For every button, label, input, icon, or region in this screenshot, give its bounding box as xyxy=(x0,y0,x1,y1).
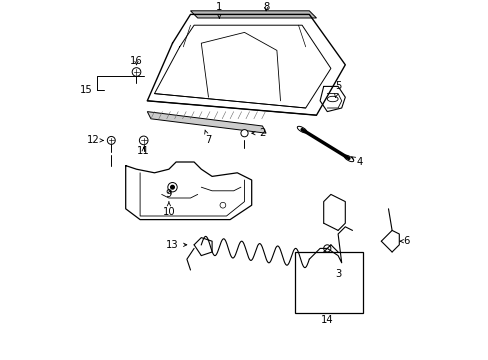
Circle shape xyxy=(170,185,174,189)
Text: 8: 8 xyxy=(263,2,269,12)
Circle shape xyxy=(139,136,148,145)
Text: 9: 9 xyxy=(165,189,172,199)
Polygon shape xyxy=(147,112,265,133)
Text: 14: 14 xyxy=(320,315,333,325)
Circle shape xyxy=(241,130,247,137)
Circle shape xyxy=(167,183,177,192)
Ellipse shape xyxy=(344,155,353,162)
Text: 15: 15 xyxy=(80,85,92,95)
Text: 4: 4 xyxy=(351,157,362,167)
Ellipse shape xyxy=(326,96,337,102)
Text: 11: 11 xyxy=(137,146,150,156)
Text: 6: 6 xyxy=(399,236,409,246)
Circle shape xyxy=(132,68,141,76)
Ellipse shape xyxy=(297,126,306,133)
Text: 3: 3 xyxy=(334,269,341,279)
Text: 1: 1 xyxy=(216,2,222,18)
Bar xyxy=(294,252,363,313)
Circle shape xyxy=(107,136,115,144)
Text: 5: 5 xyxy=(334,81,341,97)
Text: 13: 13 xyxy=(166,240,186,250)
Circle shape xyxy=(323,245,330,252)
Text: 16: 16 xyxy=(130,56,142,66)
Text: 12: 12 xyxy=(87,135,103,145)
Circle shape xyxy=(220,202,225,208)
Text: 10: 10 xyxy=(162,202,175,217)
Text: 7: 7 xyxy=(204,130,211,145)
Text: 2: 2 xyxy=(251,128,265,138)
Polygon shape xyxy=(190,11,316,18)
